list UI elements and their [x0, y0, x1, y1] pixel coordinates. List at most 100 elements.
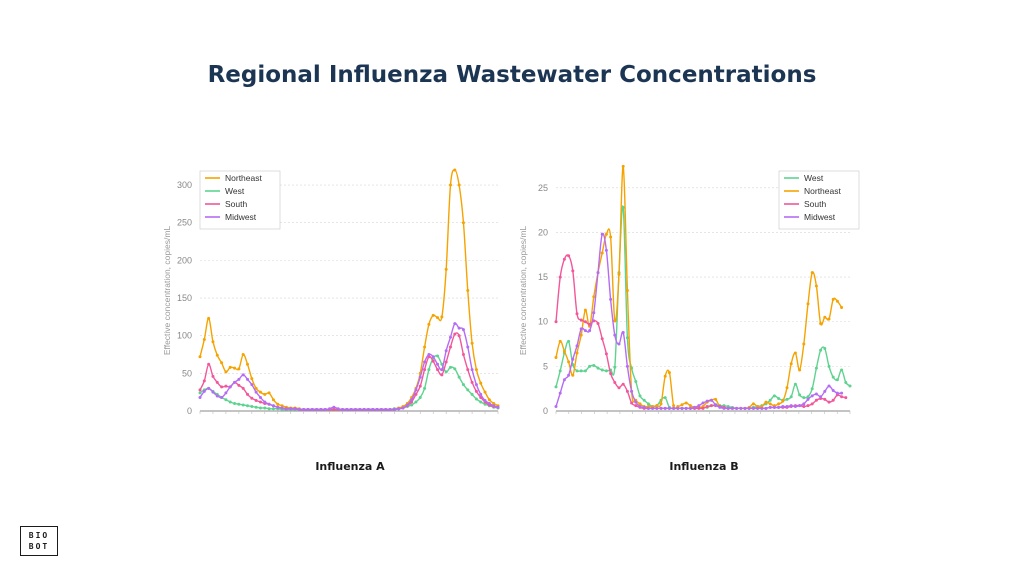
data-point-midwest	[747, 406, 751, 410]
data-point-northeast	[470, 341, 474, 345]
data-point-west	[224, 398, 228, 402]
data-point-northeast	[781, 399, 785, 403]
data-point-midwest	[609, 297, 613, 301]
data-point-south	[806, 404, 810, 408]
data-point-midwest	[680, 406, 684, 410]
data-point-west	[410, 403, 414, 407]
data-point-midwest	[310, 407, 314, 411]
data-point-midwest	[676, 406, 680, 410]
data-point-west	[474, 397, 478, 401]
data-point-northeast	[558, 339, 562, 343]
data-point-west	[802, 396, 806, 400]
legend-label-west: West	[804, 173, 824, 183]
data-point-midwest	[349, 407, 353, 411]
data-point-midwest	[280, 406, 284, 410]
data-point-midwest	[371, 407, 375, 411]
data-point-west	[444, 370, 448, 374]
data-point-midwest	[384, 407, 388, 411]
data-point-south	[575, 312, 579, 316]
data-point-midwest	[353, 407, 357, 411]
data-point-midwest	[588, 329, 592, 333]
data-point-northeast	[751, 402, 755, 406]
data-point-midwest	[461, 328, 465, 332]
data-point-midwest	[785, 405, 789, 409]
legend-label-south: South	[804, 199, 826, 209]
data-point-south	[431, 359, 435, 363]
data-point-south	[418, 384, 422, 388]
data-point-midwest	[798, 404, 802, 408]
data-point-west	[267, 407, 271, 411]
data-point-midwest	[496, 405, 500, 409]
data-point-northeast	[684, 401, 688, 405]
data-point-midwest	[328, 407, 332, 411]
data-point-west	[228, 400, 232, 404]
data-point-west	[258, 406, 262, 410]
data-point-northeast	[793, 351, 797, 355]
data-point-midwest	[375, 407, 379, 411]
data-point-midwest	[366, 407, 370, 411]
data-point-west	[579, 369, 583, 373]
data-point-midwest	[567, 373, 571, 377]
data-point-midwest	[427, 353, 431, 357]
data-point-midwest	[693, 405, 697, 409]
data-point-south	[588, 322, 592, 326]
data-point-midwest	[293, 407, 297, 411]
data-point-midwest	[827, 384, 831, 388]
data-point-northeast	[777, 402, 781, 406]
data-point-west	[634, 380, 638, 384]
series-line-south	[199, 332, 499, 411]
data-point-northeast	[625, 289, 629, 292]
data-point-midwest	[211, 390, 215, 394]
data-point-midwest	[487, 401, 491, 405]
data-point-midwest	[410, 398, 414, 402]
data-point-northeast	[785, 386, 789, 390]
data-point-northeast	[638, 402, 642, 406]
data-point-midwest	[397, 407, 401, 411]
data-point-south	[701, 406, 705, 410]
data-point-northeast	[228, 365, 232, 369]
data-point-south	[604, 352, 608, 356]
data-point-midwest	[336, 407, 340, 411]
data-point-midwest	[814, 392, 818, 396]
data-point-midwest	[600, 232, 604, 236]
data-point-south	[474, 389, 478, 393]
data-point-south	[202, 379, 206, 383]
data-point-south	[617, 386, 621, 390]
data-point-midwest	[289, 407, 293, 411]
data-point-northeast	[575, 351, 579, 355]
data-point-northeast	[567, 360, 571, 364]
data-point-midwest	[319, 407, 323, 411]
data-point-south	[609, 372, 613, 376]
data-point-south	[831, 398, 835, 402]
data-point-midwest	[453, 322, 457, 326]
data-point-northeast	[250, 377, 254, 381]
data-point-west	[848, 384, 852, 388]
data-point-west	[823, 347, 827, 351]
data-point-south	[332, 407, 336, 411]
data-point-midwest	[781, 405, 785, 409]
data-point-northeast	[211, 340, 215, 344]
data-point-midwest	[315, 407, 319, 411]
y-tick-label: 250	[177, 218, 192, 228]
data-point-west	[254, 405, 258, 409]
data-point-midwest	[667, 406, 671, 410]
data-point-midwest	[672, 406, 676, 410]
data-point-midwest	[831, 388, 835, 392]
data-point-midwest	[688, 406, 692, 410]
data-point-northeast	[802, 342, 806, 346]
data-point-northeast	[431, 313, 435, 317]
data-point-west	[840, 368, 844, 372]
data-point-midwest	[634, 400, 638, 404]
data-point-west	[436, 354, 440, 358]
data-point-west	[642, 398, 646, 402]
data-point-west	[785, 397, 789, 401]
data-point-west	[558, 369, 562, 373]
data-point-west	[663, 396, 667, 400]
y-axis-label: Effective concentration, copies/mL	[518, 226, 528, 356]
data-point-midwest	[659, 406, 663, 410]
y-axis-label: Effective concentration, copies/mL	[162, 226, 172, 356]
data-point-west	[588, 364, 592, 368]
data-point-midwest	[596, 271, 600, 275]
data-point-midwest	[220, 395, 224, 399]
data-point-midwest	[276, 405, 280, 409]
